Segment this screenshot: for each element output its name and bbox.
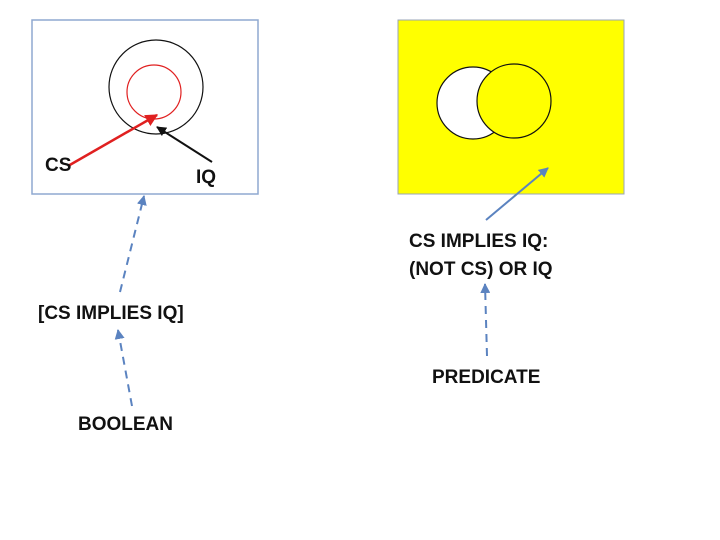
boolean-to-expression-connector xyxy=(114,329,133,407)
predicate-expression: CS IMPLIES IQ: (NOT CS) OR IQ xyxy=(409,228,553,284)
cs-pointer-arrow xyxy=(67,113,159,168)
iq-set-circle xyxy=(108,39,204,135)
iq-yellow-circle xyxy=(476,63,552,139)
cs-label: CS xyxy=(45,155,72,176)
expression-to-left-panel-connector xyxy=(119,195,147,293)
predicate-expression-line-2: (NOT CS) OR IQ xyxy=(409,259,553,280)
right-panel-region xyxy=(397,19,625,195)
boolean-expression: [CS IMPLIES IQ] xyxy=(38,303,184,324)
predicate-label: PREDICATE xyxy=(432,367,541,388)
predicate-to-expression-connector xyxy=(480,283,491,357)
iq-label: IQ xyxy=(196,167,217,188)
boolean-label: BOOLEAN xyxy=(78,414,173,435)
predicate-expression-line-1: CS IMPLIES IQ: xyxy=(409,231,549,252)
iq-pointer-arrow xyxy=(156,126,213,163)
predicate-to-panel-arrow xyxy=(485,167,549,221)
